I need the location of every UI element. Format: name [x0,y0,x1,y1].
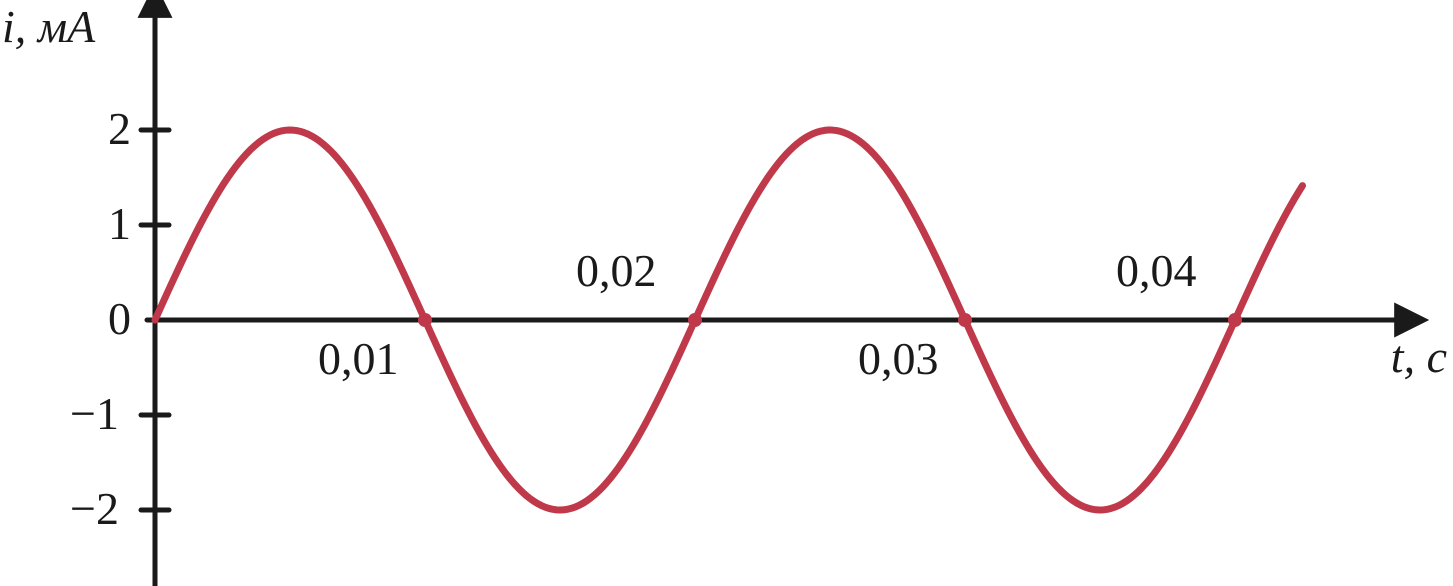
ytick-label-1: 1 [108,197,131,250]
ytick-label-neg2: −2 [70,482,119,535]
zero-marker [958,313,972,327]
x-axis-label: t, с [1391,330,1447,383]
ytick-label-neg1: −1 [70,387,119,440]
zero-marker [418,313,432,327]
xtick-label-0p04: 0,04 [1116,244,1197,297]
ytick-label-2: 2 [108,102,131,155]
chart-svg [0,0,1453,586]
y-axis-label: i, мА [2,0,95,53]
xtick-label-0p03: 0,03 [858,332,939,385]
ytick-label-0: 0 [108,292,131,345]
xtick-label-0p02: 0,02 [576,244,657,297]
xtick-label-0p01: 0,01 [318,332,399,385]
zero-marker [688,313,702,327]
zero-marker [1228,313,1242,327]
sine-current-chart: i, мА t, с 2 1 0 −1 −2 0,01 0,02 0,03 0,… [0,0,1453,586]
